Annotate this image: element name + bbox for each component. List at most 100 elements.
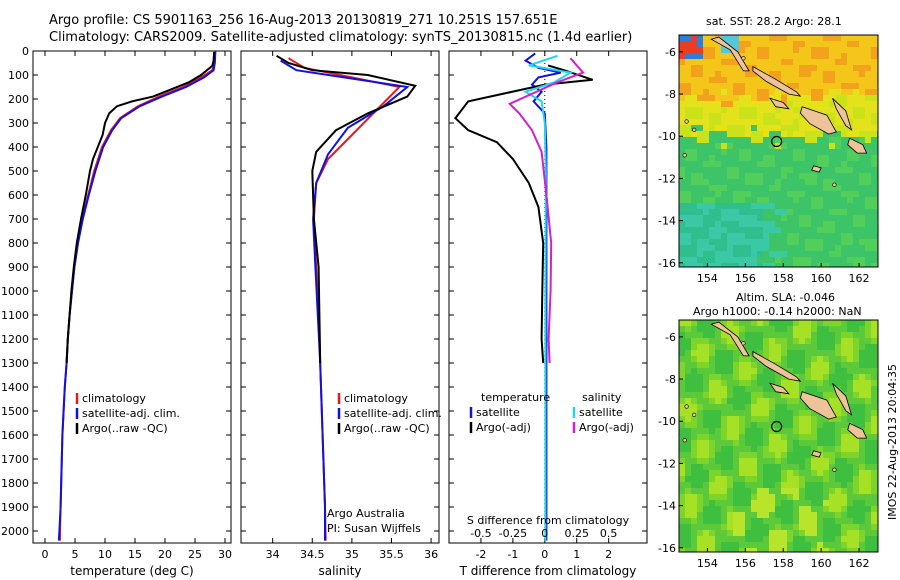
difference-profile-series-1 <box>454 64 594 364</box>
temperature-profile-ytick-label: 100 <box>8 69 29 82</box>
temperature-profile-legend-label: climatology <box>82 392 146 405</box>
figure-title-line-1: Argo profile: CS 5901163_256 16-Aug-2013… <box>49 13 558 28</box>
sla-map-ytick-label: -12 <box>658 457 676 470</box>
temperature-profile-ytick-label: 1000 <box>1 285 29 298</box>
sla-map-reef <box>832 467 837 472</box>
salinity-profile-frame <box>240 50 440 544</box>
sla-map-title: Altim. SLA: -0.046 <box>736 291 836 304</box>
difference-profile-series-3 <box>507 57 585 364</box>
temperature-profile-xtick-label: 0 <box>42 548 49 561</box>
salinity-profile-xtick-label: 35 <box>345 548 359 561</box>
sst-map-island <box>769 97 790 110</box>
sst-map-island <box>811 165 822 173</box>
sla-map-island <box>847 422 868 439</box>
temperature-profile-xtick-label: 5 <box>72 548 79 561</box>
temperature-profile-legend-label: Argo(..raw -QC) <box>82 422 168 435</box>
salinity-profile-legend-label: satellite-adj. clim. <box>344 407 442 420</box>
salinity-profile-legend-label: climatology <box>344 392 408 405</box>
sst-map-ytick-label: -12 <box>658 172 676 185</box>
sst-map-ytick-label: -10 <box>658 130 676 143</box>
temperature-profile-ytick-label: 1200 <box>1 333 29 346</box>
temperature-profile-xlabel: temperature (deg C) <box>70 564 193 578</box>
temperature-profile-ytick-label: 200 <box>8 93 29 106</box>
sst-map-ytick-label: -6 <box>665 46 676 59</box>
sst-map-xtick-label: 158 <box>773 272 794 285</box>
difference-legend-header: temperature <box>481 391 550 404</box>
salinity-profile-xtick-label: 35.5 <box>379 548 404 561</box>
sla-map-ytick-label: -14 <box>658 500 676 513</box>
difference-legend-header: salinity <box>582 391 622 404</box>
sla-map-subtitle: Argo h1000: -0.14 h2000: NaN <box>693 305 862 318</box>
sla-map-xtick-label: 162 <box>849 557 870 570</box>
temperature-profile-ytick-label: 1900 <box>1 501 29 514</box>
sst-map-xtick-label: 160 <box>811 272 832 285</box>
sla-map-island <box>769 382 790 395</box>
difference-profile-xtick-label: -2 <box>475 548 486 561</box>
temperature-profile-ytick-label: 500 <box>8 165 29 178</box>
temperature-profile-ytick-label: 1600 <box>1 429 29 442</box>
difference-top-tick-label: 0.25 <box>564 527 589 540</box>
sla-map-ytick-label: -10 <box>658 415 676 428</box>
salinity-profile-legend-label: Argo(..raw -QC) <box>344 422 430 435</box>
sst-map-island <box>710 36 750 72</box>
sla-map-xtick-label: 158 <box>773 557 794 570</box>
sst-map-reef <box>682 153 687 158</box>
sla-map-reef <box>684 404 689 409</box>
difference-profile-frame <box>448 50 648 544</box>
difference-profile-xtick-label: 2 <box>605 548 612 561</box>
sst-map-reef <box>741 56 746 61</box>
difference-legend-label: Argo(-adj) <box>579 421 634 434</box>
temperature-profile-xtick-label: 10 <box>98 548 112 561</box>
sst-map-reef <box>692 127 697 133</box>
temperature-profile-ytick-label: 0 <box>22 45 29 58</box>
sla-map-xtick-label: 160 <box>811 557 832 570</box>
sla-map-reef <box>741 341 746 346</box>
temperature-profile-ytick-label: 400 <box>8 141 29 154</box>
temperature-profile-legend-label: satellite-adj. clim. <box>82 407 180 420</box>
sst-map-field <box>679 35 878 267</box>
temperature-profile-ytick-label: 300 <box>8 117 29 130</box>
temperature-profile-ytick-label: 1100 <box>1 309 29 322</box>
temperature-profile-ytick-label: 1800 <box>1 477 29 490</box>
difference-legend-label: Argo(-adj) <box>476 421 531 434</box>
sla-map-field <box>679 320 878 552</box>
sla-map-ytick-label: -6 <box>665 331 676 344</box>
difference-top-tick-label: -0.5 <box>470 527 491 540</box>
figure-title-line-2: Climatology: CARS2009. Satellite-adjuste… <box>49 30 633 45</box>
sst-map-ytick-label: -14 <box>658 215 676 228</box>
temperature-profile-series-1 <box>57 50 217 541</box>
temperature-profile-ytick-label: 2000 <box>1 525 29 538</box>
sla-map-island <box>832 383 853 416</box>
sla-map-island <box>710 321 750 357</box>
sst-map-reef <box>684 119 689 124</box>
temperature-profile-ytick-label: 800 <box>8 237 29 250</box>
sst-map-xtick-label: 156 <box>735 272 756 285</box>
sla-map-island <box>799 391 837 420</box>
difference-profile-xlabel: T difference from climatology <box>459 564 637 578</box>
salinity-profile-series-1 <box>280 59 410 541</box>
sst-map-island <box>799 106 837 135</box>
sla-map-xtick-label: 154 <box>697 557 718 570</box>
temperature-profile-ytick-label: 1300 <box>1 357 29 370</box>
sla-map-argo-marker <box>771 420 783 433</box>
temperature-profile-xtick-label: 30 <box>218 548 232 561</box>
temperature-profile-ytick-label: 900 <box>8 261 29 274</box>
difference-profile-xtick-label: -1 <box>507 548 518 561</box>
salinity-profile-xtick-label: 34 <box>266 548 280 561</box>
sst-map-island <box>832 98 853 131</box>
difference-top-tick-label: -0.25 <box>499 527 527 540</box>
salinity-profile-series-2 <box>276 54 417 364</box>
sst-map-ytick-label: -8 <box>665 88 676 101</box>
temperature-profile-xtick-label: 20 <box>158 548 172 561</box>
difference-legend-label: satellite <box>476 406 520 419</box>
difference-profile-xtick-label: 0 <box>541 548 548 561</box>
temperature-profile-ytick-label: 1500 <box>1 405 29 418</box>
sst-map-title: sat. SST: 28.2 Argo: 28.1 <box>706 15 842 28</box>
temperature-profile-frame <box>32 50 232 544</box>
salinity-profile-xtick-label: 36 <box>424 548 438 561</box>
sst-map-island <box>847 137 868 154</box>
sst-map-argo-marker <box>771 135 783 148</box>
sst-map-xtick-label: 154 <box>697 272 718 285</box>
sla-map-xtick-label: 156 <box>735 557 756 570</box>
salinity-annotation: PI: Susan Wijffels <box>327 522 421 535</box>
